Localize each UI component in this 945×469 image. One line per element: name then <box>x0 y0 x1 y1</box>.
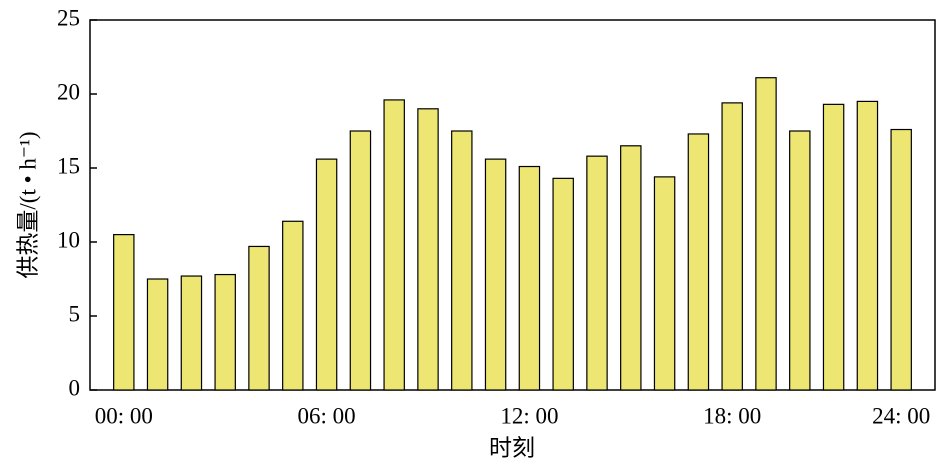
y-tick-label: 0 <box>69 375 81 400</box>
bar <box>248 245 270 391</box>
bar <box>552 177 574 391</box>
bar <box>383 99 405 391</box>
bar <box>417 108 439 391</box>
bar <box>721 102 743 391</box>
bar <box>518 165 541 391</box>
x-tick-label: 18: 00 <box>703 403 761 428</box>
y-tick-label: 10 <box>57 227 80 252</box>
bar <box>180 275 203 391</box>
y-tick-label: 5 <box>69 301 81 326</box>
bar <box>653 176 676 391</box>
y-axis-label: 供热量/(t • h⁻¹) <box>15 131 40 278</box>
y-tick-label: 25 <box>57 5 80 30</box>
bar <box>451 130 473 391</box>
x-tick-label: 12: 00 <box>500 403 558 428</box>
x-tick-label: 24: 00 <box>872 403 930 428</box>
bar <box>315 158 338 391</box>
bar <box>890 128 912 391</box>
x-tick-label: 06: 00 <box>298 403 356 428</box>
bar <box>484 158 507 391</box>
bar <box>856 100 879 391</box>
bar <box>789 130 811 391</box>
x-tick-label: 00: 00 <box>95 403 153 428</box>
bar <box>214 273 236 391</box>
y-tick-label: 15 <box>57 153 80 178</box>
bar <box>755 77 777 391</box>
bar <box>687 133 710 391</box>
y-tick-label: 20 <box>57 79 80 104</box>
bar <box>620 145 642 391</box>
bar <box>146 278 169 391</box>
bar <box>349 130 372 391</box>
bar <box>822 103 845 391</box>
plot-frame <box>89 19 936 391</box>
x-axis-label: 时刻 <box>489 435 535 460</box>
bar <box>113 234 135 391</box>
bar <box>282 220 304 391</box>
bar <box>586 155 608 391</box>
